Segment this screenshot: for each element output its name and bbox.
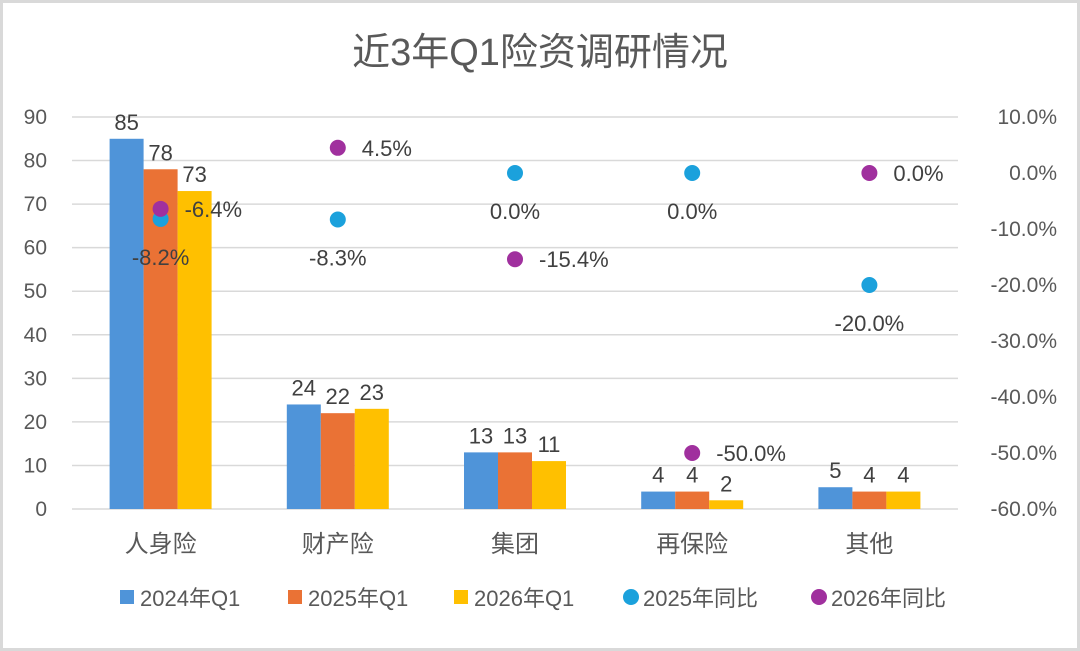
- point-value-label: -8.3%: [309, 245, 366, 270]
- bar-value-label: 4: [897, 463, 909, 488]
- legend-swatch: [454, 590, 468, 604]
- legend-marker: [811, 589, 827, 605]
- legend-swatch: [120, 590, 134, 604]
- bar-value-label: 85: [114, 110, 138, 135]
- bars: [109, 138, 921, 510]
- left-tick-label: 70: [24, 193, 47, 216]
- left-axis: 0 10 20 30 40 50 60 70 80 90: [24, 106, 47, 521]
- left-tick-label: 50: [24, 280, 47, 303]
- bar: [464, 452, 498, 509]
- chart-svg: 近3年Q1险资调研情况 0 10 20 30 40 50 60 70 80 90 -60.0% -5…: [24, 32, 1057, 611]
- point-value-label: -8.2%: [132, 245, 189, 270]
- point-value-label: -15.4%: [539, 247, 609, 272]
- data-point: [684, 165, 701, 181]
- bar-value-label: 13: [503, 423, 527, 448]
- right-tick-label: -20.0%: [990, 274, 1057, 297]
- bar-value-label: 5: [829, 458, 841, 483]
- point-value-label: -50.0%: [716, 441, 786, 466]
- legend-label: 2026年Q1: [474, 586, 574, 611]
- bar-value-label: 22: [326, 384, 350, 409]
- right-axis: -60.0% -50.0% -40.0% -30.0% -20.0% -10.0% 0.0%…: [990, 106, 1057, 521]
- left-tick-label: 60: [24, 237, 47, 260]
- left-tick-label: 20: [24, 411, 47, 434]
- bar: [286, 404, 321, 509]
- bar-value-label: 23: [360, 380, 384, 405]
- point-value-label: -6.4%: [185, 197, 242, 222]
- bar: [675, 491, 710, 509]
- legend-label: 2025年Q1: [308, 586, 408, 611]
- bar-value-label: 4: [686, 463, 698, 488]
- bar-value-label: 11: [538, 432, 561, 457]
- category-label: 再保险: [656, 531, 728, 558]
- bar-value-label: 78: [148, 140, 172, 165]
- data-point: [329, 139, 346, 156]
- right-tick-label: -50.0%: [990, 442, 1057, 465]
- category-label: 其他: [845, 531, 893, 558]
- chart-title: 近3年Q1险资调研情况: [352, 32, 728, 74]
- bar: [109, 138, 144, 509]
- bar: [852, 491, 887, 509]
- right-tick-label: 10.0%: [997, 106, 1057, 129]
- left-tick-label: 10: [24, 454, 47, 477]
- legend-marker: [623, 589, 639, 605]
- legend-swatch: [288, 590, 302, 604]
- point-value-label: 0.0%: [893, 161, 943, 186]
- bar: [498, 452, 532, 509]
- category-label: 集团: [491, 531, 539, 558]
- legend-label: 2024年Q1: [140, 586, 240, 611]
- point-value-label: 0.0%: [490, 199, 540, 224]
- left-tick-label: 40: [24, 324, 47, 347]
- bar-value-label: 24: [292, 375, 316, 400]
- legend-label: 2026年同比: [831, 586, 946, 611]
- left-tick-label: 30: [24, 367, 47, 390]
- bar: [709, 500, 744, 509]
- bar-value-label: 4: [652, 463, 664, 488]
- legend-label: 2025年同比: [643, 586, 758, 611]
- bar-value-label: 4: [863, 463, 875, 488]
- right-tick-label: -30.0%: [990, 330, 1057, 353]
- points: [152, 139, 878, 461]
- category-label: 人身险: [125, 531, 197, 558]
- bar: [818, 487, 853, 509]
- point-value-label: -20.0%: [835, 311, 905, 336]
- data-point: [507, 251, 523, 268]
- bar-value-label: 73: [182, 162, 206, 187]
- legend: 2024年Q1 2025年Q1 2026年Q1 2025年同比 2026年同比: [120, 586, 946, 611]
- left-tick-label: 80: [24, 150, 47, 173]
- left-tick-label: 90: [24, 106, 47, 129]
- data-point: [684, 445, 701, 461]
- bar: [886, 491, 921, 509]
- data-point: [861, 277, 878, 293]
- gridlines: [72, 116, 958, 510]
- data-point: [507, 165, 523, 181]
- right-tick-label: -10.0%: [990, 218, 1057, 241]
- right-tick-label: -60.0%: [990, 498, 1057, 521]
- data-point: [861, 165, 878, 181]
- data-point: [329, 211, 346, 228]
- right-tick-label: 0.0%: [1009, 162, 1057, 185]
- point-value-label: 0.0%: [667, 199, 717, 224]
- category-label: 财产险: [302, 531, 374, 558]
- bar-value-label: 2: [720, 471, 732, 496]
- bar: [320, 413, 355, 509]
- data-point: [152, 200, 169, 217]
- bar-value-label: 13: [469, 423, 493, 448]
- chart-frame: 近3年Q1险资调研情况 0 10 20 30 40 50 60 70 80 90 -60.0% -5…: [3, 3, 1077, 648]
- point-value-label: 4.5%: [362, 136, 412, 161]
- bar: [532, 461, 566, 509]
- bar: [177, 191, 212, 510]
- left-tick-label: 0: [35, 498, 47, 521]
- right-tick-label: -40.0%: [990, 386, 1057, 409]
- category-axis: 人身险 财产险 集团 再保险 其他: [125, 531, 894, 558]
- bar: [354, 408, 389, 509]
- bar: [641, 491, 676, 509]
